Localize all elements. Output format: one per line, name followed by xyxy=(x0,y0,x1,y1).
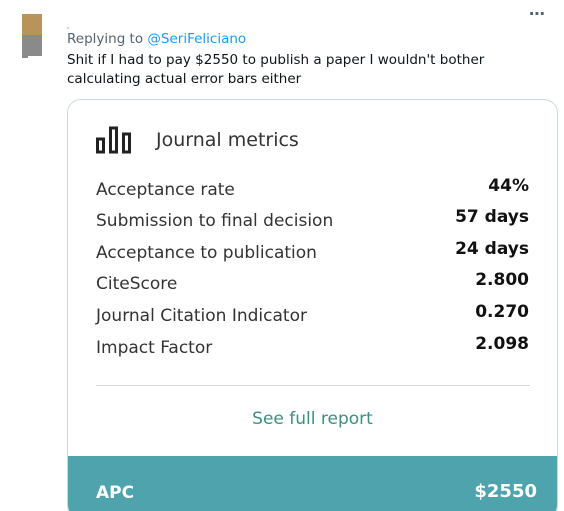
card-title: Journal metrics xyxy=(156,129,299,151)
metric-value: 2.800 xyxy=(475,270,529,290)
metric-label: Acceptance rate xyxy=(96,180,235,200)
tweet-text: Shit if I had to pay $2550 to publish a … xyxy=(67,52,485,87)
replying-to-label: Replying to xyxy=(67,31,144,47)
apc-bar: APC $2550 xyxy=(68,456,557,511)
metric-label: Journal Citation Indicator xyxy=(96,306,307,326)
replying-to-line: Replying to @SeriFeliciano xyxy=(67,31,246,47)
journal-metrics-card[interactable]: Journal metrics Acceptance rate 44% Subm… xyxy=(67,99,558,511)
metric-value: 44% xyxy=(488,176,529,196)
apc-label: APC xyxy=(96,483,135,503)
metric-value: 24 days xyxy=(455,239,529,259)
metric-value: 2.098 xyxy=(475,334,529,354)
metric-row-submission-to-decision: Submission to final decision 57 days xyxy=(96,207,529,237)
reply-handle-link[interactable]: @SeriFeliciano xyxy=(147,31,247,47)
metric-label: Impact Factor xyxy=(96,338,213,358)
metric-label: Submission to final decision xyxy=(96,211,334,231)
avatar[interactable] xyxy=(22,14,69,58)
metric-value: 57 days xyxy=(455,207,529,227)
metric-row-journal-citation-indicator: Journal Citation Indicator 0.270 xyxy=(96,302,529,332)
metric-row-citescore: CiteScore 2.800 xyxy=(96,270,529,300)
metric-row-acceptance-rate: Acceptance rate 44% xyxy=(96,176,529,206)
metric-value: 0.270 xyxy=(475,302,529,322)
metric-label: Acceptance to publication xyxy=(96,243,317,263)
apc-value: $2550 xyxy=(474,481,537,502)
divider xyxy=(96,385,530,386)
more-horizontal-icon[interactable]: ⋯ xyxy=(529,4,546,23)
metric-label: CiteScore xyxy=(96,274,178,294)
see-full-report-link[interactable]: See full report xyxy=(252,409,373,429)
metric-row-impact-factor: Impact Factor 2.098 xyxy=(96,334,529,364)
metric-row-acceptance-to-publication: Acceptance to publication 24 days xyxy=(96,239,529,269)
bar-chart-icon xyxy=(96,126,131,154)
